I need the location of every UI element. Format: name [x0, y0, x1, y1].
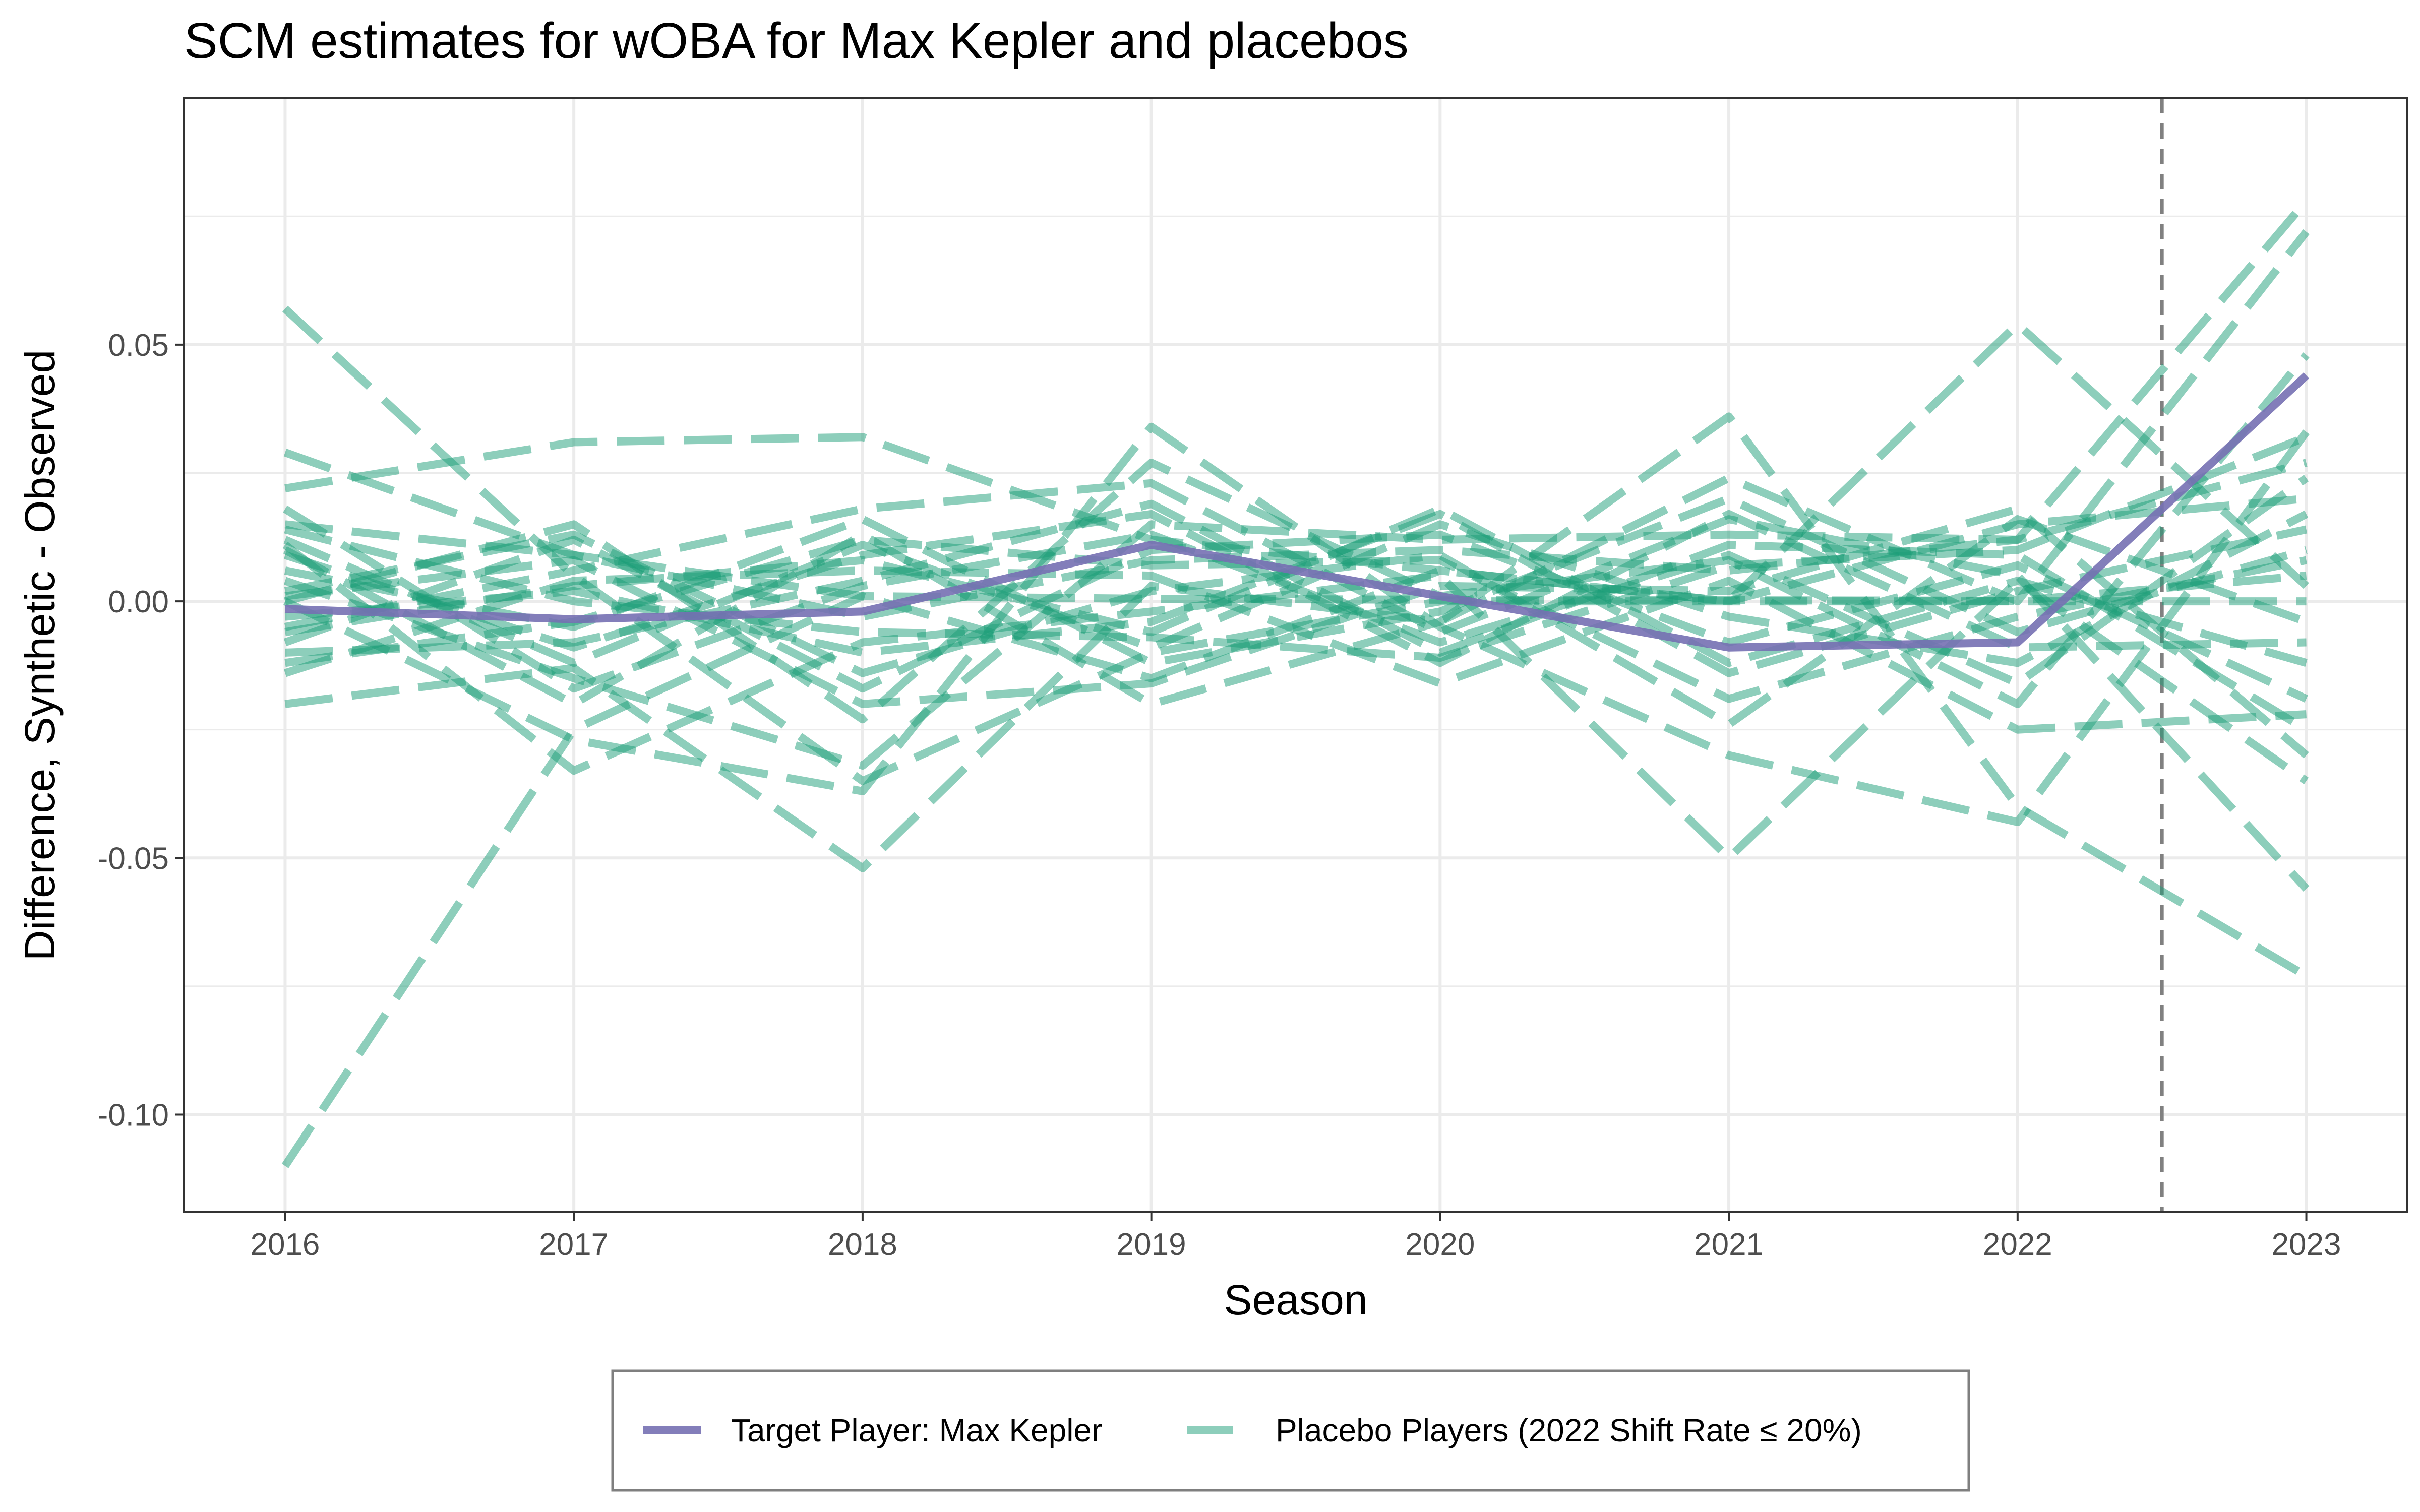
legend: Target Player: Max Kepler Placebo Player… [611, 1369, 1970, 1492]
x-axis: 2016 2017 2018 2019 2020 2021 2022 2023 [250, 1212, 2341, 1262]
placebo-series-line-25 [284, 433, 2308, 662]
x-axis-title: Season [1224, 1276, 1368, 1324]
placebo-series-line-10 [283, 412, 2309, 980]
y-axis-title: Difference, Synthetic - Observed [16, 350, 64, 961]
y-tick-label: 0.00 [108, 585, 169, 619]
legend-box [611, 1369, 1970, 1492]
y-axis: 0.05 0.00 -0.05 -0.10 [98, 328, 184, 1132]
placebo-series-line-20 [283, 475, 2309, 693]
placebo-series-line-13 [284, 566, 2307, 734]
y-tick-label: -0.10 [98, 1098, 169, 1132]
x-tick-label: 2022 [1983, 1227, 2052, 1262]
y-tick-label: -0.05 [98, 841, 169, 876]
chart-title: SCM estimates for wOBA for Max Kepler an… [184, 13, 1409, 69]
x-tick-label: 2021 [1694, 1227, 1764, 1262]
legend-label-target: Target Player: Max Kepler [731, 1412, 1102, 1448]
legend-label-placebo: Placebo Players (2022 Shift Rate ≤ 20%) [1276, 1412, 1862, 1448]
x-tick-label: 2023 [2272, 1227, 2341, 1262]
placebo-series-line-8 [283, 422, 2310, 826]
placebo-series-line-11 [283, 459, 2308, 770]
x-tick-label: 2017 [539, 1227, 609, 1262]
x-tick-label: 2016 [250, 1227, 320, 1262]
target-series-line [285, 372, 2309, 652]
placebo-series-line-22 [284, 510, 2307, 667]
series-lines [281, 198, 2310, 1168]
x-tick-label: 2019 [1117, 1227, 1186, 1262]
plot-panel-border [183, 97, 2408, 1213]
placebo-series-line-5 [284, 229, 2310, 872]
x-tick-label: 2020 [1405, 1227, 1475, 1262]
placebo-series-line-23 [284, 505, 2309, 759]
x-tick-label: 2018 [828, 1227, 897, 1262]
y-tick-label: 0.05 [108, 328, 169, 363]
placebo-series-line-19 [283, 530, 2308, 703]
